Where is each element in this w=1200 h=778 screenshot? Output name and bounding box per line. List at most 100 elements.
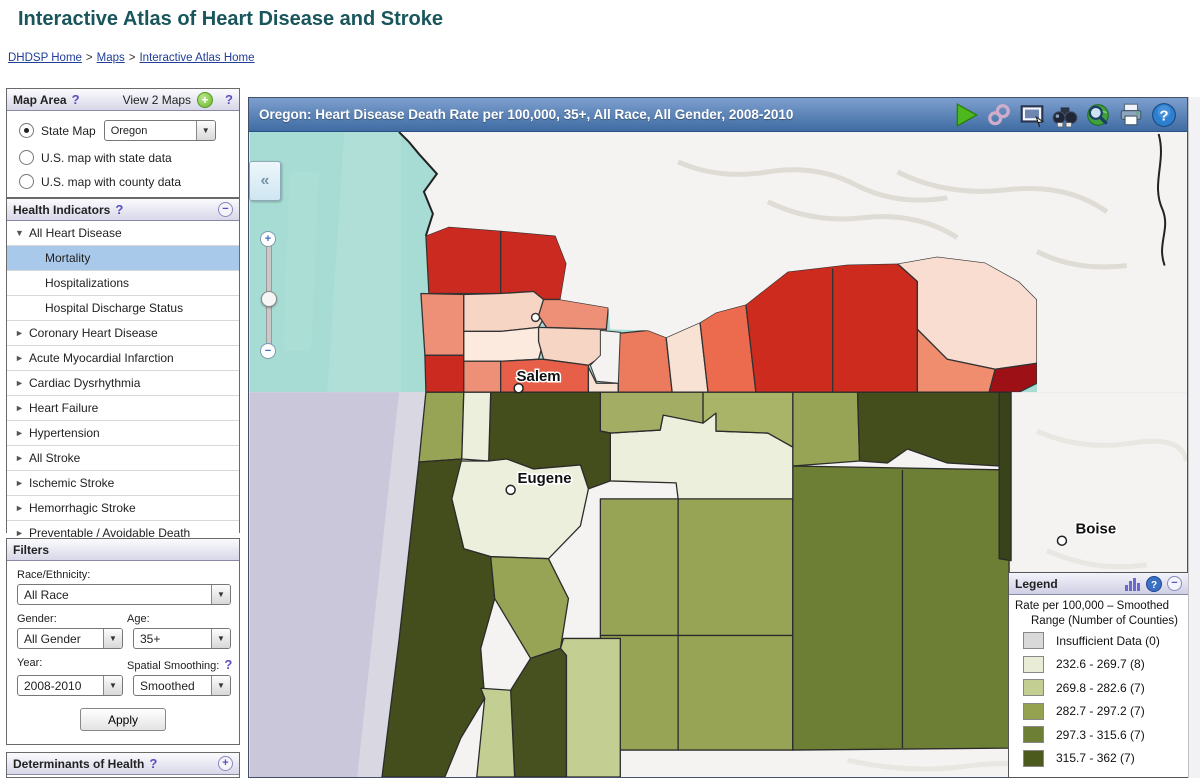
state-select[interactable]: Oregon ▼ bbox=[103, 120, 216, 141]
race-select[interactable]: All Race ▼ bbox=[17, 584, 231, 605]
salem-city-label: Salem bbox=[517, 368, 561, 385]
print-icon[interactable] bbox=[1118, 102, 1144, 128]
zoom-control: + − bbox=[257, 231, 279, 361]
expand-section-icon[interactable]: + bbox=[218, 756, 233, 771]
breadcrumb: DHDSP Home > Maps > Interactive Atlas Home bbox=[8, 52, 255, 64]
breadcrumb-link-dhdsp-home[interactable]: DHDSP Home bbox=[8, 52, 82, 64]
us-county-data-option[interactable]: U.S. map with county data bbox=[19, 174, 231, 189]
link-icon[interactable] bbox=[986, 102, 1012, 128]
capture-image-icon[interactable] bbox=[1019, 102, 1045, 128]
eugene-city-label: Eugene bbox=[518, 470, 572, 487]
legend-subtitle: Rate per 100,000 – Smoothed bbox=[1015, 600, 1170, 612]
indicator-hypertension[interactable]: ► Hypertension bbox=[7, 421, 239, 446]
year-select-value: 2008-2010 bbox=[24, 678, 82, 693]
zoom-slider-thumb[interactable] bbox=[261, 291, 277, 307]
indicator-hospitalizations[interactable]: Hospitalizations bbox=[7, 271, 239, 296]
map-canvas[interactable]: Salem Eugene Boise bbox=[249, 132, 1187, 777]
triangle-down-icon: ▼ bbox=[15, 228, 24, 238]
determinants-panel: Determinants of Health ? + bbox=[6, 752, 240, 778]
triangle-right-icon: ► bbox=[15, 528, 24, 538]
legend-swatch bbox=[1023, 679, 1044, 697]
us-state-data-option[interactable]: U.S. map with state data bbox=[19, 150, 231, 165]
legend-swatch bbox=[1023, 632, 1044, 650]
zoom-out-button[interactable]: − bbox=[260, 343, 276, 359]
state-map-radio[interactable] bbox=[19, 123, 34, 138]
indicator-all-heart-disease[interactable]: ▼ All Heart Disease bbox=[7, 221, 239, 246]
legend-swatch bbox=[1023, 726, 1044, 744]
smoothing-select[interactable]: Smoothed ▼ bbox=[133, 675, 231, 696]
legend-help-icon[interactable]: ? bbox=[1146, 575, 1162, 592]
histogram-icon[interactable] bbox=[1125, 577, 1141, 591]
chevron-down-icon: ▼ bbox=[211, 629, 230, 648]
state-select-value: Oregon bbox=[110, 124, 148, 137]
help-icon[interactable]: ? bbox=[1151, 102, 1177, 128]
city-markers: Salem Eugene Boise bbox=[505, 312, 1118, 546]
map-panel: Oregon: Heart Disease Death Rate per 100… bbox=[248, 97, 1188, 778]
us-state-data-radio[interactable] bbox=[19, 150, 34, 165]
legend-swatch bbox=[1023, 655, 1044, 673]
health-indicators-header: Health Indicators ? − bbox=[7, 199, 239, 221]
legend-panel: Legend ? − Rate per 100,000 – Smoothed R… bbox=[1008, 572, 1189, 778]
chevron-down-icon: ▼ bbox=[103, 676, 122, 695]
filters-title: Filters bbox=[13, 542, 50, 557]
find-binoculars-icon[interactable] bbox=[1052, 102, 1078, 128]
chevron-down-icon: ▼ bbox=[211, 585, 230, 604]
breadcrumb-link-maps[interactable]: Maps bbox=[96, 52, 125, 64]
scrollbar[interactable] bbox=[1188, 97, 1200, 778]
health-indicators-panel: Health Indicators ? − ▼ All Heart Disease… bbox=[6, 198, 240, 545]
indicator-hospital-discharge-status[interactable]: Hospital Discharge Status bbox=[7, 296, 239, 321]
gender-label: Gender: bbox=[17, 613, 57, 625]
determinants-help-icon[interactable]: ? bbox=[149, 756, 158, 771]
indicator-ischemic-stroke[interactable]: ► Ischemic Stroke bbox=[7, 471, 239, 496]
smoothing-help-icon[interactable]: ? bbox=[224, 657, 233, 672]
view-2-maps-label[interactable]: View 2 Maps bbox=[122, 92, 192, 107]
map-area-help-icon[interactable]: ? bbox=[71, 92, 80, 107]
state-map-option[interactable]: State Map Oregon ▼ bbox=[19, 120, 231, 141]
legend-range-label: Range (Number of Counties) bbox=[1031, 615, 1179, 627]
age-label: Age: bbox=[127, 613, 150, 625]
indicator-acute-myocardial-infarction[interactable]: ► Acute Myocardial Infarction bbox=[7, 346, 239, 371]
year-label: Year: bbox=[17, 657, 43, 669]
chevron-down-icon: ▼ bbox=[195, 121, 215, 140]
indicator-mortality[interactable]: Mortality bbox=[7, 246, 239, 271]
triangle-right-icon: ► bbox=[15, 378, 24, 388]
us-county-data-radio[interactable] bbox=[19, 174, 34, 189]
determinants-title: Determinants of Health bbox=[13, 756, 145, 771]
indicator-hemorrhagic-stroke[interactable]: ► Hemorrhagic Stroke bbox=[7, 496, 239, 521]
apply-button[interactable]: Apply bbox=[80, 708, 166, 731]
collapse-section-icon[interactable]: − bbox=[218, 202, 233, 217]
unlabeled-city-dot bbox=[530, 312, 541, 323]
breadcrumb-link-atlas-home[interactable]: Interactive Atlas Home bbox=[139, 52, 255, 64]
eugene-city-dot bbox=[505, 484, 516, 496]
boise-city-dot bbox=[1056, 535, 1068, 546]
us-county-data-label: U.S. map with county data bbox=[41, 174, 182, 189]
play-icon[interactable] bbox=[953, 102, 979, 128]
salem-city-dot bbox=[513, 382, 524, 394]
indicator-coronary-heart-disease[interactable]: ► Coronary Heart Disease bbox=[7, 321, 239, 346]
legend-row: 315.7 - 362 (7) bbox=[1023, 747, 1188, 771]
legend-swatch bbox=[1023, 749, 1044, 767]
health-indicators-title: Health Indicators bbox=[13, 202, 111, 217]
triangle-right-icon: ► bbox=[15, 453, 24, 463]
indicator-heart-failure[interactable]: ► Heart Failure bbox=[7, 396, 239, 421]
gender-select-value: All Gender bbox=[24, 631, 81, 646]
indicator-all-stroke[interactable]: ► All Stroke bbox=[7, 446, 239, 471]
indicator-cardiac-dysrhythmia[interactable]: ► Cardiac Dysrhythmia bbox=[7, 371, 239, 396]
health-indicators-help-icon[interactable]: ? bbox=[115, 202, 124, 217]
triangle-right-icon: ► bbox=[15, 428, 24, 438]
chevron-down-icon: ▼ bbox=[103, 629, 122, 648]
collapse-sidebar-button[interactable]: « bbox=[249, 161, 281, 201]
add-map-icon[interactable]: + bbox=[197, 91, 214, 108]
zoom-in-button[interactable]: + bbox=[260, 231, 276, 247]
breadcrumb-separator: > bbox=[85, 52, 93, 64]
chevron-down-icon: ▼ bbox=[211, 676, 230, 695]
zoom-to-region-icon[interactable] bbox=[1085, 102, 1111, 128]
legend-collapse-icon[interactable]: − bbox=[1167, 576, 1182, 591]
view-maps-help-icon[interactable]: ? bbox=[225, 92, 233, 107]
map-titlebar: Oregon: Heart Disease Death Rate per 100… bbox=[249, 98, 1187, 132]
year-select[interactable]: 2008-2010 ▼ bbox=[17, 675, 123, 696]
gender-select[interactable]: All Gender ▼ bbox=[17, 628, 123, 649]
age-select[interactable]: 35+ ▼ bbox=[133, 628, 231, 649]
svg-text:?: ? bbox=[1159, 107, 1168, 124]
map-title: Oregon: Heart Disease Death Rate per 100… bbox=[259, 107, 794, 122]
